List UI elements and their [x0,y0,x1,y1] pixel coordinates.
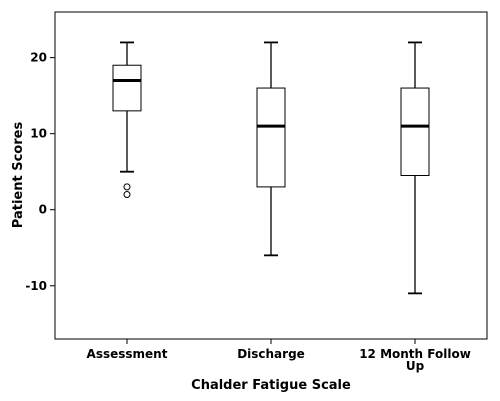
outlier-point [123,183,131,191]
x-axis-title: Chalder Fatigue Scale [191,378,351,393]
outlier-point [123,191,131,199]
y-tick-label: 10 [30,127,47,141]
y-axis-ticks: 20 10 0 -10 [25,51,55,293]
y-axis-title: Patient Scores [11,122,26,229]
x-category-label: Discharge [237,347,305,361]
y-tick-label: 0 [39,203,47,217]
box-2 [256,41,286,344]
y-tick-label: -10 [25,279,47,293]
x-axis-category-labels: Assessment Discharge 12 Month Follow Up [87,347,471,373]
iqr-box [112,64,142,112]
iqr-box [400,87,430,176]
box-1 [112,41,142,344]
x-category-label: Assessment [87,347,168,361]
x-category-label: 12 Month Follow Up [359,347,471,373]
box-3 [400,41,430,344]
iqr-box [256,87,286,188]
y-tick-label: 20 [30,51,47,65]
boxes [112,41,430,344]
